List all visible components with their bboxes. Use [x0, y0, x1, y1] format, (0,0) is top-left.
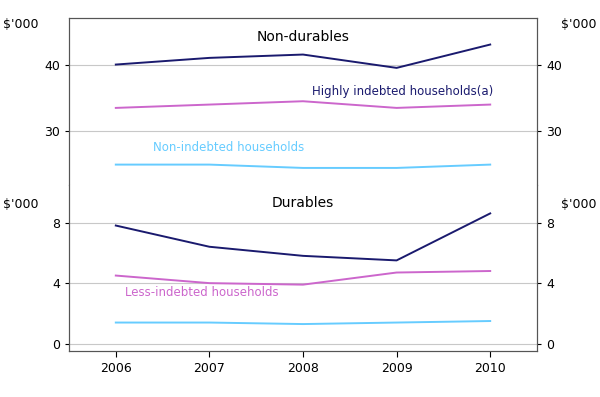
Text: Less-indebted households: Less-indebted households [125, 287, 279, 299]
Text: $'000: $'000 [3, 198, 38, 212]
Text: $'000: $'000 [3, 18, 38, 31]
Text: Non-indebted households: Non-indebted households [153, 141, 304, 154]
Text: $'000: $'000 [562, 18, 597, 31]
Text: Non-durables: Non-durables [257, 29, 349, 44]
Text: Highly indebted households(a): Highly indebted households(a) [313, 85, 494, 98]
Text: $'000: $'000 [562, 198, 597, 212]
Text: Durables: Durables [272, 196, 334, 210]
